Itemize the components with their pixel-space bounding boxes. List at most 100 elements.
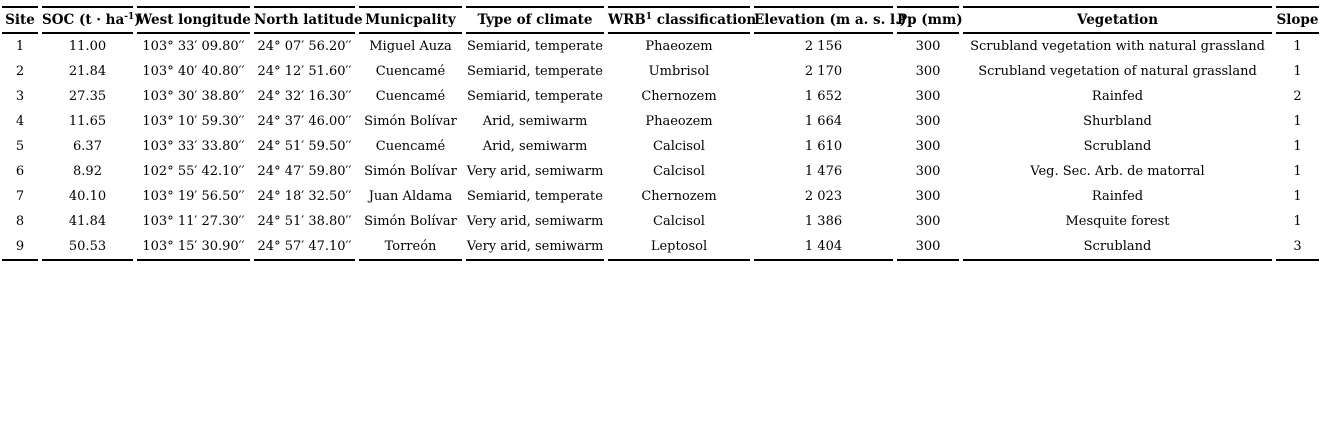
table-cell: 1 476	[804, 164, 843, 179]
table-cell: Cuencamé	[375, 89, 446, 104]
table-cell: 300	[915, 39, 941, 54]
table-cell: 24° 12′ 51.60′′	[257, 64, 352, 79]
table-cell: Juan Aldama	[368, 189, 453, 204]
table-cell: 1	[1293, 64, 1302, 79]
table-row: 9 50.53 103° 15′ 30.90′′ 24° 57′ 47.10′′ Tor…	[2, 234, 1319, 261]
table-cell: 1	[1293, 164, 1302, 179]
table-row: 1 11.00 103° 33′ 09.80′′ 24° 07′ 56.20′′ Mig…	[2, 34, 1319, 59]
table-cell: 3	[15, 89, 25, 104]
table-cell: 11.65	[68, 114, 107, 129]
col-header-type-of-climate: Type of climate	[466, 6, 604, 34]
table-cell: 2 156	[804, 39, 843, 54]
table-cell: 103° 10′ 59.30′′	[142, 114, 245, 129]
table-cell: Cuencamé	[375, 139, 446, 154]
table-cell: 103° 33′ 09.80′′	[142, 39, 245, 54]
table-cell: Leptosol	[608, 234, 750, 261]
table-cell: Simón Bolívar	[364, 164, 457, 179]
table-cell: 27.35	[68, 89, 107, 104]
table-cell: Calcisol	[653, 214, 705, 229]
table-cell: 1	[1293, 139, 1302, 154]
table-cell: Semiarid, temperate	[467, 39, 603, 54]
col-header-wrb-text: WRB	[608, 12, 646, 28]
table-row: 2 21.84 103° 40′ 40.80′′ 24° 12′ 51.60′′ Cue…	[2, 59, 1319, 84]
table-header-row: Site SOC (t · ha-1) West longitude North…	[2, 6, 1319, 34]
table-cell: 103° 19′ 56.50′′	[142, 189, 245, 204]
table-cell: Simón Bolívar	[364, 114, 457, 129]
table-cell: Scrubland	[1083, 139, 1152, 154]
table-cell: 300	[915, 64, 941, 79]
table-cell: 24° 51′ 59.50′′	[257, 139, 352, 154]
table-cell: 300	[915, 164, 941, 179]
table-cell: Scrubland vegetation of natural grasslan…	[978, 64, 1257, 79]
table-cell: 41.84	[68, 214, 107, 229]
table-cell: 1	[1293, 189, 1302, 204]
table-cell: 6	[15, 164, 25, 179]
table-body: 1 11.00 103° 33′ 09.80′′ 24° 07′ 56.20′′ Mig…	[2, 34, 1319, 261]
table-cell: Phaeozem	[645, 39, 713, 54]
table-cell: Umbrisol	[648, 64, 710, 79]
table-cell: 103° 15′ 30.90′′	[137, 234, 250, 261]
table-cell: 1	[1293, 39, 1302, 54]
table-cell: Rainfed	[1091, 89, 1144, 104]
table-cell: 300	[897, 234, 959, 261]
table-cell: 8	[15, 214, 25, 229]
col-header-wrb-superscript: 1	[645, 12, 653, 22]
table-cell: 300	[915, 89, 941, 104]
table-cell: 1 610	[804, 139, 843, 154]
table-cell: Scrubland	[963, 234, 1272, 261]
table-cell: 1	[15, 39, 25, 54]
col-header-vegetation: Vegetation	[963, 6, 1272, 34]
table-cell: 9	[2, 234, 38, 261]
col-header-wrb-close: classification	[652, 12, 757, 28]
col-header-pp: Pp (mm)	[897, 6, 963, 34]
table-row: 5 6.37 103° 33′ 33.80′′ 24° 51′ 59.50′′ Cuen…	[2, 134, 1319, 159]
table-cell: 103° 11′ 27.30′′	[142, 214, 245, 229]
table-cell: 5	[15, 139, 25, 154]
table-cell: 24° 07′ 56.20′′	[257, 39, 352, 54]
table-cell: 103° 40′ 40.80′′	[142, 64, 245, 79]
table-cell: Semiarid, temperate	[467, 89, 603, 104]
col-header-site: Site	[2, 6, 38, 34]
table-row: 7 40.10 103° 19′ 56.50′′ 24° 18′ 32.50′′ Jua…	[2, 184, 1319, 209]
table-cell: 300	[915, 189, 941, 204]
table-cell: Shurbland	[1083, 114, 1152, 129]
table-cell: 300	[915, 139, 941, 154]
table-cell: 8.92	[73, 164, 102, 179]
table-cell: 2 170	[804, 64, 843, 79]
table-cell: 102° 55′ 42.10′′	[142, 164, 245, 179]
table-cell: Semiarid, temperate	[467, 189, 603, 204]
col-header-soc-text: SOC (t · ha	[42, 12, 125, 28]
table-cell: 24° 51′ 38.80′′	[257, 214, 352, 229]
table-cell: Miguel Auza	[369, 39, 452, 54]
table-cell: 4	[15, 114, 25, 129]
table-cell: 103° 30′ 38.80′′	[142, 89, 245, 104]
table-cell: Very arid, semiwarm	[466, 164, 604, 179]
table-cell: 1	[1293, 114, 1302, 129]
table-cell: Arid, semiwarm	[482, 139, 588, 154]
table-cell: 6.37	[73, 139, 102, 154]
table-cell: Very arid, semiwarm	[466, 234, 604, 261]
table-cell: 2	[15, 64, 25, 79]
table-cell: Calcisol	[653, 164, 705, 179]
table-cell: 1 652	[804, 89, 843, 104]
table-cell: Chernozem	[641, 189, 717, 204]
table-cell: 24° 37′ 46.00′′	[257, 114, 352, 129]
table-cell: Calcisol	[653, 139, 705, 154]
col-header-soc: SOC (t · ha-1)	[42, 6, 141, 34]
table-cell: 11.00	[68, 39, 107, 54]
table-row: 8 41.84 103° 11′ 27.30′′ 24° 51′ 38.80′′ Sim…	[2, 209, 1319, 234]
table-cell: 1	[1293, 214, 1302, 229]
table-cell: 24° 32′ 16.30′′	[257, 89, 352, 104]
table-row: 6 8.92 102° 55′ 42.10′′ 24° 47′ 59.80′′ Simó…	[2, 159, 1319, 184]
table-row: 3 27.35 103° 30′ 38.80′′ 24° 32′ 16.30′′ Cue…	[2, 84, 1319, 109]
table-cell: 7	[15, 189, 25, 204]
table-cell: 21.84	[68, 64, 107, 79]
table-cell: 24° 18′ 32.50′′	[257, 189, 352, 204]
col-header-municipality: Municpality	[359, 6, 462, 34]
table-row: 4 11.65 103° 10′ 59.30′′ 24° 37′ 46.00′′ Sim…	[2, 109, 1319, 134]
table-cell: Semiarid, temperate	[467, 64, 603, 79]
site-characteristics-table: Site SOC (t · ha-1) West longitude North…	[0, 6, 1323, 261]
col-header-wrb-classification: WRB1 classification	[608, 6, 756, 34]
table-cell: Torreón	[359, 234, 462, 261]
table-cell: 1 386	[804, 214, 843, 229]
